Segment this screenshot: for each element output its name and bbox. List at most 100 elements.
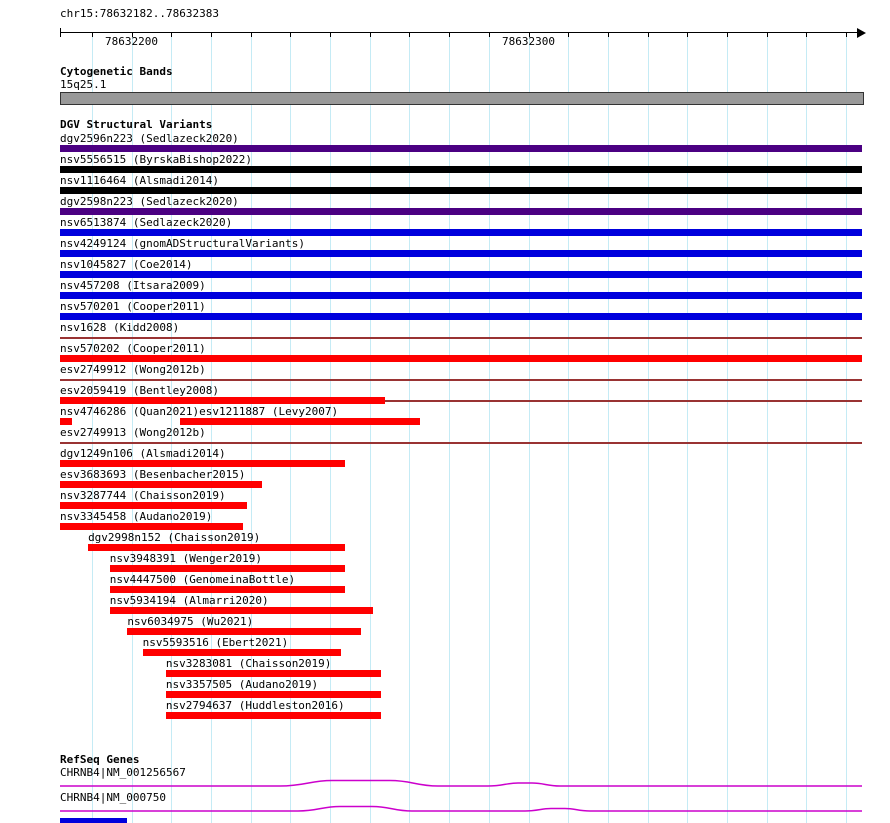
ruler-tick — [369, 33, 371, 37]
ruler-tick — [409, 33, 411, 37]
dgv-track-row: nsv457208 (Itsara2009) — [60, 279, 862, 300]
variant-label[interactable]: esv2749912 (Wong2012b) — [60, 363, 206, 376]
variant-bar[interactable] — [60, 523, 243, 530]
variant-bar[interactable] — [88, 544, 345, 551]
variant-bar[interactable] — [60, 292, 862, 299]
variant-bar[interactable] — [384, 400, 862, 402]
variant-bar[interactable] — [180, 418, 421, 425]
gridline — [290, 32, 292, 823]
dgv-track-row: nsv5556515 (ByrskaBishop2022) — [60, 153, 862, 174]
dgv-track-row: nsv3287744 (Chaisson2019) — [60, 489, 862, 510]
variant-bar[interactable] — [60, 379, 862, 381]
variant-label-line: nsv3287744 (Chaisson2019) — [60, 489, 862, 502]
ruler-tick — [528, 33, 530, 37]
variant-bar[interactable] — [109, 586, 345, 593]
variant-label[interactable]: nsv5934194 (Almarri2020) — [109, 594, 269, 607]
variant-label-line: dgv2598n223 (Sedlazeck2020) — [60, 195, 862, 208]
variant-bar[interactable] — [60, 397, 385, 404]
variant-bar[interactable] — [60, 442, 862, 444]
variant-label[interactable]: nsv6034975 (Wu2021) — [127, 615, 254, 628]
variant-label[interactable]: nsv3283081 (Chaisson2019) — [165, 657, 332, 670]
ruler-tick — [290, 33, 292, 37]
variant-bar[interactable] — [60, 313, 862, 320]
ruler-tick — [766, 33, 768, 37]
variant-bar[interactable] — [60, 271, 862, 278]
variant-label-line: nsv5934194 (Almarri2020) — [60, 594, 862, 607]
variant-label-line: nsv2794637 (Huddleston2016) — [60, 699, 862, 712]
variant-bar[interactable] — [60, 187, 862, 194]
variant-label[interactable]: esv2059419 (Bentley2008) — [60, 384, 219, 397]
gene-label[interactable]: CHRNB4|NM_001256567 — [60, 766, 186, 779]
gridline — [250, 32, 252, 823]
variant-bar[interactable] — [60, 481, 263, 488]
dgv-track-row: nsv3948391 (Wenger2019) — [60, 552, 862, 573]
variant-label[interactable]: nsv1628 (Kidd2008) — [60, 321, 180, 334]
variant-label[interactable]: nsv5556515 (ByrskaBishop2022) — [60, 153, 253, 166]
variant-label-line: nsv5593516 (Ebert2021) — [60, 636, 862, 649]
variant-bar[interactable] — [60, 166, 862, 173]
gridline — [647, 32, 649, 823]
dgv-track-row: nsv2794637 (Huddleston2016) — [60, 699, 862, 720]
variant-bar-area — [60, 481, 862, 489]
variant-bar[interactable] — [60, 418, 73, 425]
variant-bar[interactable] — [60, 355, 862, 362]
cytoband-bar[interactable] — [60, 92, 864, 105]
variant-label[interactable]: nsv5593516 (Ebert2021) — [142, 636, 289, 649]
variant-label[interactable]: dgv1249n106 (Alsmadi2014) — [60, 447, 226, 460]
variant-bar[interactable] — [109, 607, 373, 614]
variant-label[interactable]: esv3683693 (Besenbacher2015) — [60, 468, 246, 481]
variant-label[interactable]: dgv2998n152 (Chaisson2019) — [88, 531, 261, 544]
variant-label[interactable]: nsv1116464 (Alsmadi2014) — [60, 174, 219, 187]
variant-bar-area — [60, 670, 862, 678]
variant-bar[interactable] — [109, 565, 345, 572]
variant-bar-area — [60, 418, 862, 426]
gridline — [91, 32, 93, 823]
variant-bar[interactable] — [60, 145, 862, 152]
variant-label[interactable]: dgv2596n223 (Sedlazeck2020) — [60, 132, 239, 145]
gene-structure[interactable] — [60, 802, 862, 814]
variant-label-line: esv2749912 (Wong2012b) — [60, 363, 862, 376]
variant-bar[interactable] — [127, 628, 361, 635]
variant-label-line: dgv2596n223 (Sedlazeck2020) — [60, 132, 862, 145]
variant-bar[interactable] — [142, 649, 341, 656]
variant-label[interactable]: nsv2794637 (Huddleston2016) — [165, 699, 345, 712]
variant-label[interactable]: esv1211887 (Levy2007) — [199, 405, 339, 418]
variant-bar[interactable] — [60, 337, 862, 339]
gridline — [409, 32, 411, 823]
variant-bar[interactable] — [60, 229, 862, 236]
variant-bar-area — [60, 145, 862, 153]
variant-label[interactable]: nsv1045827 (Coe2014) — [60, 258, 193, 271]
dgv-track-row: nsv3345458 (Audano2019) — [60, 510, 862, 531]
variant-label-line: nsv1116464 (Alsmadi2014) — [60, 174, 862, 187]
variant-bar[interactable] — [165, 691, 381, 698]
variant-bar-area — [60, 229, 862, 237]
dgv-track-row: esv2059419 (Bentley2008) — [60, 384, 862, 405]
variant-label[interactable]: nsv3287744 (Chaisson2019) — [60, 489, 226, 502]
variant-bar[interactable] — [60, 502, 247, 509]
variant-bar[interactable] — [165, 712, 381, 719]
variant-bar[interactable] — [60, 250, 862, 257]
variant-label[interactable]: nsv6513874 (Sedlazeck2020) — [60, 216, 233, 229]
variant-label[interactable]: nsv3345458 (Audano2019) — [60, 510, 213, 523]
dgv-track-row: nsv1628 (Kidd2008) — [60, 321, 862, 342]
variant-label[interactable]: nsv3357505 (Audano2019) — [165, 678, 319, 691]
variant-label[interactable]: nsv570202 (Cooper2011) — [60, 342, 206, 355]
variant-label[interactable]: nsv4447500 (GenomeinaBottle) — [109, 573, 296, 586]
variant-bar-area — [60, 544, 862, 552]
ruler-tick — [250, 33, 252, 37]
variant-label[interactable]: nsv3948391 (Wenger2019) — [109, 552, 263, 565]
variant-label[interactable]: nsv4249124 (gnomADStructuralVariants) — [60, 237, 306, 250]
variant-bar[interactable] — [165, 670, 381, 677]
dgv-track-row: dgv1249n106 (Alsmadi2014) — [60, 447, 862, 468]
variant-label[interactable]: dgv2598n223 (Sedlazeck2020) — [60, 195, 239, 208]
variant-label[interactable]: nsv570201 (Cooper2011) — [60, 300, 206, 313]
variant-bar[interactable] — [60, 460, 345, 467]
gene-structure[interactable] — [60, 777, 862, 789]
variant-bar[interactable] — [60, 208, 862, 215]
variant-label[interactable]: nsv4746286 (Quan2021) — [60, 405, 200, 418]
variant-label[interactable]: esv2749913 (Wong2012b) — [60, 426, 206, 439]
partial-track-bottom[interactable] — [60, 818, 127, 823]
variant-bar-area — [60, 208, 862, 216]
gene-label[interactable]: CHRNB4|NM_000750 — [60, 791, 166, 804]
variant-label[interactable]: nsv457208 (Itsara2009) — [60, 279, 206, 292]
